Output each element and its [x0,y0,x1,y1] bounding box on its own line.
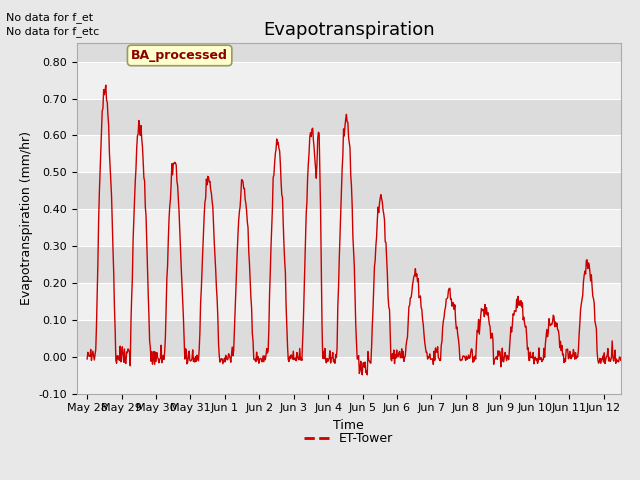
Text: No data for f_et: No data for f_et [6,12,93,23]
Bar [77,209,621,246]
Bar [77,61,621,98]
X-axis label: Time: Time [333,419,364,432]
Text: No data for f_etc: No data for f_etc [6,26,100,37]
Bar [77,246,621,283]
Bar [77,135,621,172]
Bar [77,320,621,357]
Bar [77,283,621,320]
Bar [77,172,621,209]
Title: Evapotranspiration: Evapotranspiration [263,21,435,39]
Legend: ET-Tower: ET-Tower [299,427,399,450]
Text: BA_processed: BA_processed [131,49,228,62]
Bar [77,98,621,135]
Y-axis label: Evapotranspiration (mm/hr): Evapotranspiration (mm/hr) [20,132,33,305]
Bar [77,357,621,394]
